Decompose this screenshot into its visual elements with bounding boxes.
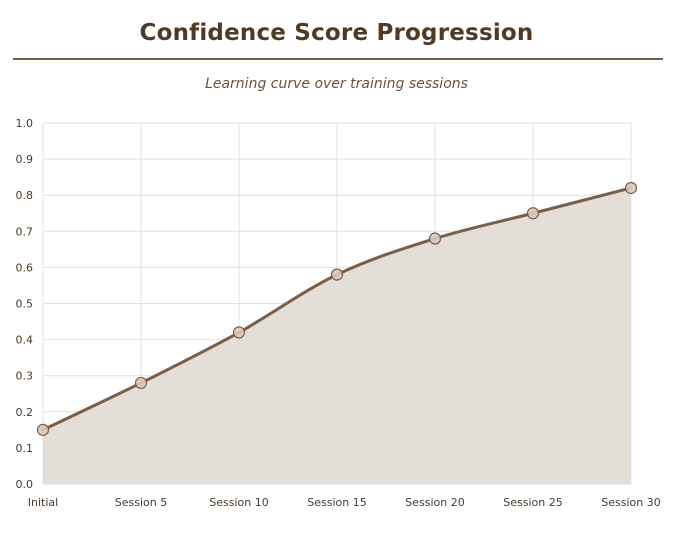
data-point-marker bbox=[36, 423, 50, 436]
chart-subtitle: Learning curve over training sessions bbox=[205, 76, 468, 92]
y-tick-label: 0.4 bbox=[16, 334, 34, 347]
title-divider bbox=[13, 58, 663, 60]
data-point-marker bbox=[330, 268, 344, 281]
data-point-marker bbox=[428, 232, 442, 245]
y-tick-label: 0.3 bbox=[16, 370, 34, 383]
x-axis-ticks: Initial Session 5 Session 10 Session 15 Sess… bbox=[28, 496, 661, 509]
y-tick-label: 1.0 bbox=[16, 117, 34, 130]
y-tick-label: 0.5 bbox=[16, 298, 34, 311]
y-tick-label: 0.7 bbox=[16, 225, 34, 238]
x-tick-label: Session 25 bbox=[503, 496, 562, 509]
x-tick-label: Session 30 bbox=[601, 496, 660, 509]
data-point-marker bbox=[624, 181, 638, 195]
series-area-fill bbox=[43, 187, 631, 485]
x-tick-label: Initial bbox=[28, 496, 58, 509]
marker-layer bbox=[36, 181, 638, 436]
data-point-marker bbox=[526, 207, 540, 220]
chart-title: Confidence Score Progression bbox=[139, 20, 534, 46]
y-tick-label: 0.1 bbox=[16, 442, 34, 455]
area-layer bbox=[43, 187, 631, 485]
y-tick-label: 0.8 bbox=[16, 189, 34, 202]
y-tick-label: 0.9 bbox=[16, 153, 34, 166]
y-tick-label: 0.2 bbox=[16, 406, 34, 419]
x-tick-label: Session 20 bbox=[405, 496, 464, 509]
x-tick-label: Session 15 bbox=[307, 496, 366, 509]
y-tick-label: 0.0 bbox=[16, 478, 34, 491]
x-tick-label: Session 10 bbox=[209, 496, 268, 509]
data-point-marker bbox=[134, 376, 148, 390]
y-axis-ticks: 0.0 0.1 0.2 0.3 0.4 0.5 0.6 0.7 0.8 0.9 1.0 bbox=[16, 117, 34, 491]
y-tick-label: 0.6 bbox=[16, 261, 34, 274]
data-point-marker bbox=[232, 326, 246, 339]
x-tick-label: Session 5 bbox=[115, 496, 167, 509]
